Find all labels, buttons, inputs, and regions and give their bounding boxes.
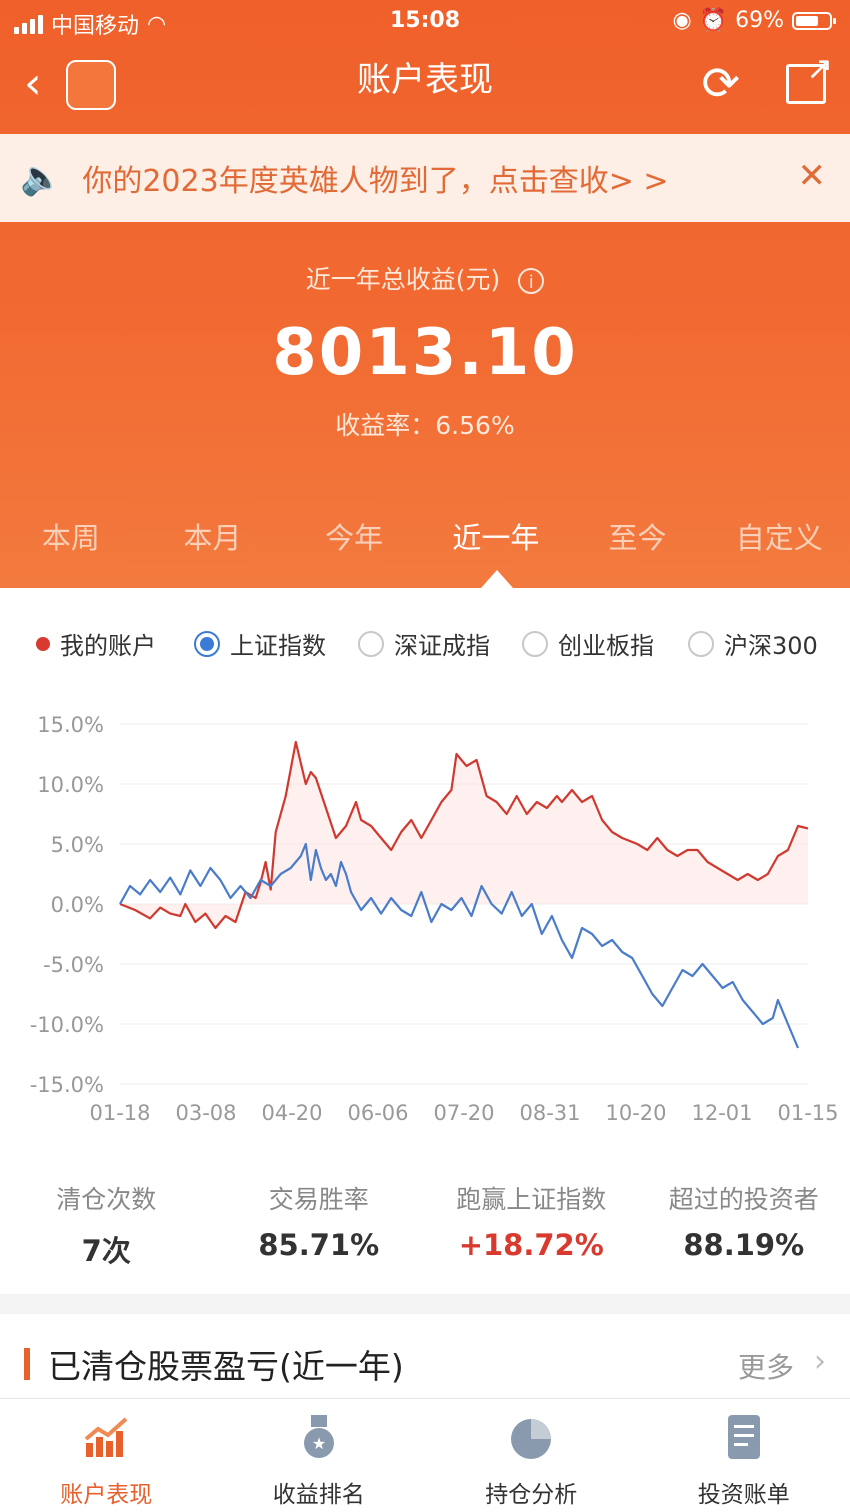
x-tick-label: 01-15 (777, 1101, 838, 1125)
x-tick-label: 08-31 (519, 1101, 580, 1125)
earnings-summary: 近一年总收益(元) i 8013.10 收益率：6.56% (0, 222, 850, 442)
y-tick-label: 15.0% (37, 713, 104, 737)
return-rate: 收益率：6.56% (0, 406, 850, 442)
stat-label: 清仓次数 (0, 1180, 213, 1216)
footer-tab-ranking[interactable]: ★ 收益排名 (213, 1399, 426, 1512)
footer-tab-performance[interactable]: 账户表现 (0, 1399, 213, 1512)
banner-text[interactable]: 你的2023年度英雄人物到了，点击查收> > (82, 156, 668, 200)
pie-icon (507, 1413, 555, 1461)
nav-bar: ‹ 账户表现 ⟳ (0, 46, 850, 132)
footer-tab-label[interactable]: 持仓分析 (425, 1475, 638, 1509)
tab-year-to-date[interactable]: 今年 (283, 508, 425, 568)
x-tick-label: 04-20 (261, 1101, 322, 1125)
announcement-banner[interactable]: 🔈 你的2023年度英雄人物到了，点击查收> > ✕ (0, 134, 850, 222)
stat-value: +18.72% (425, 1228, 638, 1262)
stat-win-rate: 交易胜率 85.71% (213, 1180, 426, 1270)
footer-tab-label[interactable]: 投资账单 (638, 1475, 850, 1509)
section-title: 已清仓股票盈亏(近一年) (48, 1340, 404, 1388)
bottom-tab-bar: 账户表现 ★ 收益排名 持仓分析 投资账单 (0, 1398, 850, 1512)
more-link[interactable]: 更多 (738, 1346, 794, 1386)
x-tick-label: 12-01 (691, 1101, 752, 1125)
tab-all-time[interactable]: 至今 (567, 508, 709, 568)
y-tick-label: 10.0% (37, 773, 104, 797)
stat-beat-investors: 超过的投资者 88.19% (638, 1180, 850, 1270)
stats-row: 清仓次数 7次 交易胜率 85.71% 跑赢上证指数 +18.72% 超过的投资者 88… (0, 1180, 850, 1270)
stat-clearance-count: 清仓次数 7次 (0, 1180, 213, 1270)
period-tabs: 本周 本月 今年 近一年 至今 自定义 (0, 508, 850, 568)
x-tick-label: 06-06 (347, 1101, 408, 1125)
legend-my-account: 我的账户 (36, 626, 156, 661)
legend-option-label[interactable]: 沪深300 (724, 626, 818, 661)
chevron-right-icon[interactable]: › (814, 1344, 826, 1379)
x-tick-label: 01-18 (89, 1101, 150, 1125)
battery-icon (792, 12, 832, 30)
y-tick-label: -5.0% (43, 953, 104, 977)
status-bar: 中国移动 ◠ 15:08 ◉ ⏰ 69% (0, 0, 850, 42)
x-tick-label: 07-20 (433, 1101, 494, 1125)
active-tab-pointer (481, 570, 513, 588)
legend-option-label[interactable]: 深证成指 (394, 626, 490, 661)
legend-option-csi300[interactable]: 沪深300 (688, 626, 818, 661)
svg-text:★: ★ (312, 1434, 326, 1453)
alarm-icon: ⏰ (700, 8, 727, 33)
refresh-button[interactable]: ⟳ (701, 60, 740, 106)
performance-chart: 15.0% 10.0% 5.0% 0.0% -5.0% -10.0% -15.0% 01-18… (0, 698, 850, 1138)
legend-option-label[interactable]: 上证指数 (230, 626, 326, 661)
footer-tab-statement[interactable]: 投资账单 (638, 1399, 850, 1512)
document-icon (720, 1413, 768, 1461)
battery-label: 69% (735, 8, 784, 33)
total-earnings-amount: 8013.10 (0, 316, 850, 390)
legend-option-sse[interactable]: 上证指数 (194, 626, 326, 661)
share-button[interactable] (786, 64, 826, 104)
stat-label: 交易胜率 (213, 1180, 426, 1216)
close-banner-button[interactable]: ✕ (798, 156, 827, 196)
radio-icon[interactable] (522, 631, 548, 657)
stat-value: 88.19% (638, 1228, 850, 1262)
radio-selected-icon[interactable] (194, 631, 220, 657)
radio-icon[interactable] (358, 631, 384, 657)
speaker-icon: 🔈 (20, 158, 62, 198)
red-dot-icon (36, 637, 50, 651)
footer-tab-holdings[interactable]: 持仓分析 (425, 1399, 638, 1512)
total-earnings-label: 近一年总收益(元) (306, 265, 501, 294)
footer-tab-label[interactable]: 账户表现 (0, 1475, 213, 1509)
cleared-stocks-section: 已清仓股票盈亏(近一年) 更多 › (0, 1330, 850, 1396)
footer-tab-label[interactable]: 收益排名 (213, 1475, 426, 1509)
y-tick-label: 5.0% (51, 833, 104, 857)
stat-value: 85.71% (213, 1228, 426, 1262)
tab-month[interactable]: 本月 (142, 508, 284, 568)
legend-my-account-label: 我的账户 (60, 626, 156, 661)
chart-trend-icon (82, 1413, 130, 1461)
tab-custom[interactable]: 自定义 (708, 508, 850, 568)
lock-rotation-icon: ◉ (672, 8, 691, 33)
x-tick-label: 10-20 (605, 1101, 666, 1125)
stat-label: 跑赢上证指数 (425, 1180, 638, 1216)
y-tick-label: -15.0% (30, 1073, 104, 1097)
y-tick-label: 0.0% (51, 893, 104, 917)
tab-week[interactable]: 本周 (0, 508, 142, 568)
legend-option-label[interactable]: 创业板指 (558, 626, 654, 661)
stat-beat-index: 跑赢上证指数 +18.72% (425, 1180, 638, 1270)
legend-option-szse[interactable]: 深证成指 (358, 626, 490, 661)
info-icon[interactable]: i (518, 268, 544, 294)
legend-option-chinext[interactable]: 创业板指 (522, 626, 654, 661)
chart-legend: 我的账户 上证指数 深证成指 创业板指 沪深300 (0, 626, 850, 666)
y-tick-label: -10.0% (30, 1013, 104, 1037)
series-area-my-account (120, 742, 808, 928)
stat-label: 超过的投资者 (638, 1180, 850, 1216)
radio-icon[interactable] (688, 631, 714, 657)
x-tick-label: 03-08 (175, 1101, 236, 1125)
section-divider (0, 1294, 850, 1314)
stat-value: 7次 (0, 1228, 213, 1270)
medal-icon: ★ (295, 1413, 343, 1461)
section-accent-bar (24, 1348, 30, 1380)
tab-last-year[interactable]: 近一年 (425, 508, 567, 568)
